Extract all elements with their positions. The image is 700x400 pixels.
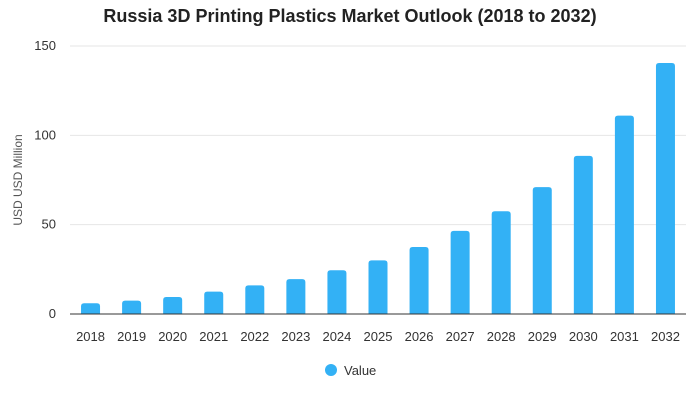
y-axis-title: USD USD Million xyxy=(11,134,25,225)
y-tick-label: 100 xyxy=(34,127,56,142)
bar-2028[interactable] xyxy=(491,211,511,314)
x-tick-label: 2023 xyxy=(281,329,310,344)
bars xyxy=(81,62,675,315)
x-tick-label: 2022 xyxy=(240,329,269,344)
bar-2027[interactable] xyxy=(450,230,470,314)
bar-2023[interactable] xyxy=(286,279,306,314)
x-tick-label: 2031 xyxy=(610,329,639,344)
bar-2031[interactable] xyxy=(614,115,634,315)
legend-swatch-value xyxy=(325,364,337,376)
x-tick-label: 2025 xyxy=(364,329,393,344)
x-axis: 2018 2019 2020 2021 2022 2023 2024 2025 2026 2027… xyxy=(70,313,686,344)
x-tick-label: 2020 xyxy=(158,329,187,344)
x-tick-label: 2019 xyxy=(117,329,146,344)
legend-label-value: Value xyxy=(344,363,376,378)
bar-2030[interactable] xyxy=(573,155,593,314)
x-tick-label: 2032 xyxy=(651,329,680,344)
x-tick-label: 2028 xyxy=(487,329,516,344)
y-tick-label: 150 xyxy=(34,38,56,53)
y-axis: 0 50 100 150 xyxy=(34,38,56,321)
chart-title: Russia 3D Printing Plastics Market Outlo… xyxy=(103,6,597,26)
x-tick-label: 2018 xyxy=(76,329,105,344)
bar-2025[interactable] xyxy=(368,260,388,314)
x-tick-label: 2030 xyxy=(569,329,598,344)
x-tick-label: 2024 xyxy=(322,329,351,344)
bar-2022[interactable] xyxy=(245,285,265,314)
bar-2021[interactable] xyxy=(204,291,224,314)
bar-2026[interactable] xyxy=(409,247,429,314)
bar-2029[interactable] xyxy=(532,187,552,314)
bar-2019[interactable] xyxy=(122,300,142,314)
bar-2018[interactable] xyxy=(81,303,101,314)
y-tick-label: 0 xyxy=(49,306,56,321)
x-tick-label: 2026 xyxy=(405,329,434,344)
legend[interactable]: Value xyxy=(325,363,376,378)
bar-2024[interactable] xyxy=(327,270,347,314)
bar-2020[interactable] xyxy=(163,297,183,314)
bar-2032[interactable] xyxy=(655,62,675,315)
grid-lines xyxy=(70,45,686,226)
y-tick-label: 50 xyxy=(42,217,56,232)
x-tick-label: 2021 xyxy=(199,329,228,344)
x-tick-label: 2029 xyxy=(528,329,557,344)
x-tick-label: 2027 xyxy=(446,329,475,344)
